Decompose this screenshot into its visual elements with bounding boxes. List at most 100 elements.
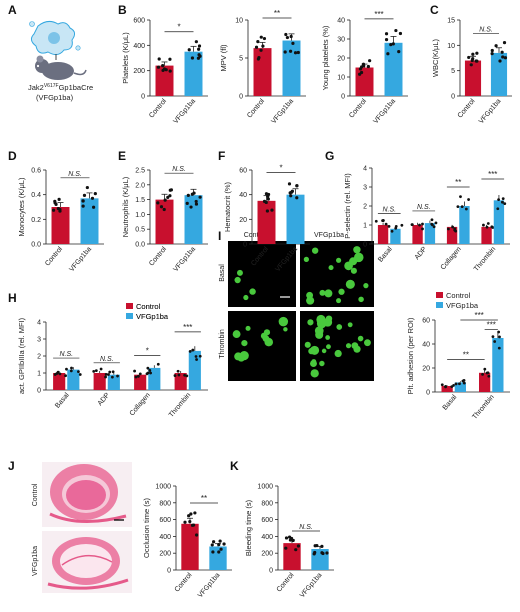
data-point bbox=[190, 56, 195, 60]
data-point bbox=[157, 57, 161, 61]
platelet-cell bbox=[304, 341, 311, 348]
data-point bbox=[430, 218, 434, 222]
y-tick-label: 600 bbox=[133, 18, 145, 25]
platelet-cell bbox=[319, 360, 325, 367]
data-point bbox=[55, 372, 59, 375]
data-point bbox=[361, 62, 366, 66]
y-tick-label: 15 bbox=[447, 18, 455, 25]
data-point bbox=[212, 540, 216, 544]
data-point bbox=[359, 70, 364, 75]
data-point bbox=[418, 223, 421, 227]
x-tick-label: VFGp1ba bbox=[299, 572, 324, 600]
svg-text:(VFGp1ba): (VFGp1ba) bbox=[36, 93, 74, 102]
data-point bbox=[490, 52, 494, 56]
data-point bbox=[90, 196, 95, 200]
data-point bbox=[82, 193, 87, 198]
platelet-cell bbox=[239, 351, 249, 361]
y-tick-label: 20 bbox=[422, 366, 430, 373]
significance-label: ** bbox=[274, 9, 280, 18]
data-point bbox=[194, 199, 198, 204]
bar bbox=[459, 206, 470, 244]
data-point bbox=[430, 222, 434, 226]
platelet-cell bbox=[326, 344, 331, 350]
platelet-cell bbox=[232, 330, 241, 339]
data-point bbox=[254, 45, 259, 49]
data-point bbox=[469, 63, 473, 67]
data-point bbox=[320, 551, 324, 555]
data-point bbox=[110, 375, 114, 379]
data-point bbox=[156, 65, 161, 69]
bar bbox=[479, 372, 491, 392]
bar bbox=[446, 226, 458, 244]
platelet-cell bbox=[350, 267, 357, 274]
platelet-cell bbox=[319, 289, 326, 296]
platelet-cell bbox=[324, 289, 333, 298]
data-point bbox=[138, 372, 142, 376]
data-point bbox=[265, 209, 269, 213]
significance-label: N.S. bbox=[382, 207, 396, 214]
data-point bbox=[459, 195, 462, 199]
data-point bbox=[81, 199, 85, 203]
data-point bbox=[296, 50, 300, 55]
platelet-cell bbox=[234, 276, 241, 284]
y-axis-label: Neutrophils (K/μL) bbox=[121, 176, 130, 237]
data-point bbox=[156, 201, 160, 205]
data-point bbox=[483, 367, 487, 371]
x-tick-label: Basal bbox=[377, 245, 394, 263]
platelet-cell bbox=[245, 325, 251, 331]
x-tick-label: Basal bbox=[54, 391, 71, 409]
data-point bbox=[176, 369, 180, 373]
platelet-cell bbox=[357, 335, 364, 342]
legend-swatch bbox=[126, 303, 133, 309]
y-tick-label: 400 bbox=[133, 43, 145, 50]
data-point bbox=[218, 539, 222, 543]
panel-letter-h: H bbox=[8, 291, 17, 305]
legend-swatch bbox=[436, 292, 443, 298]
bar bbox=[464, 60, 482, 96]
data-point bbox=[398, 31, 403, 36]
data-point bbox=[490, 48, 494, 53]
bar bbox=[481, 226, 492, 244]
data-point bbox=[64, 374, 67, 378]
data-point bbox=[285, 35, 290, 40]
y-tick-label: 60 bbox=[239, 168, 247, 175]
data-point bbox=[482, 223, 485, 227]
platelet-cell bbox=[345, 343, 352, 349]
data-point bbox=[163, 198, 167, 202]
data-point bbox=[146, 366, 150, 370]
data-point bbox=[360, 65, 364, 69]
data-point bbox=[189, 512, 193, 516]
data-point bbox=[107, 373, 110, 376]
data-point bbox=[391, 42, 395, 46]
panel-letter-i: I bbox=[218, 229, 221, 243]
platelet-cell bbox=[338, 288, 345, 295]
platelet-cell bbox=[306, 291, 314, 299]
data-point bbox=[195, 358, 198, 361]
y-axis-label: Young platelets (%) bbox=[321, 25, 330, 90]
platelet-cell bbox=[336, 324, 343, 330]
data-point bbox=[187, 514, 191, 518]
legend-swatch bbox=[126, 313, 133, 319]
y-tick-label: 60 bbox=[422, 318, 430, 325]
data-point bbox=[65, 367, 68, 371]
y-tick-label: 3 bbox=[37, 337, 41, 344]
data-point bbox=[410, 223, 414, 227]
data-point bbox=[325, 551, 329, 555]
data-point bbox=[116, 374, 119, 378]
panel-letter-e: E bbox=[118, 149, 126, 163]
bar bbox=[492, 338, 504, 392]
data-point bbox=[92, 369, 96, 373]
data-point bbox=[467, 198, 470, 201]
panel-letter-j: J bbox=[8, 459, 15, 473]
y-tick-label: 1000 bbox=[257, 484, 273, 491]
data-point bbox=[99, 367, 103, 371]
x-tick-label: Control bbox=[276, 571, 296, 593]
platelet-cell bbox=[353, 246, 361, 254]
significance-label: * bbox=[279, 163, 282, 172]
platelet-cell bbox=[328, 265, 334, 271]
data-point bbox=[312, 552, 316, 556]
bar bbox=[155, 199, 174, 244]
platelet-cell bbox=[336, 298, 342, 304]
data-point bbox=[217, 542, 221, 547]
legend-swatch bbox=[436, 302, 443, 308]
